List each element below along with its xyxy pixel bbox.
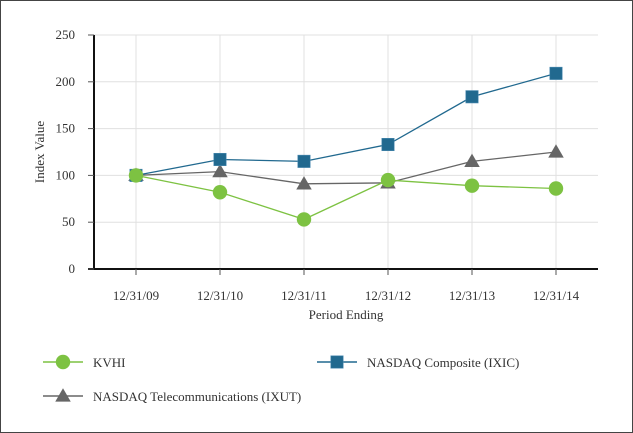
data-point xyxy=(549,66,563,80)
data-point xyxy=(212,163,228,178)
data-point xyxy=(296,176,312,190)
x-axis-ticks: 12/31/09 12/31/10 12/31/11 12/31/12 12/31/13… xyxy=(113,269,580,303)
data-point xyxy=(548,144,564,158)
y-axis-title: Index Value xyxy=(32,121,47,183)
x-axis-title: Period Ending xyxy=(309,307,384,322)
data-point xyxy=(128,168,144,183)
y-axis-ticks: 0 50 100 150 200 250 xyxy=(56,27,94,276)
legend-label: KVHI xyxy=(93,355,126,370)
axes xyxy=(88,35,598,270)
legend-label: NASDAQ Composite (IXIC) xyxy=(367,355,519,370)
legend-marker-square xyxy=(330,355,344,369)
legend-marker-triangle xyxy=(55,388,71,402)
x-tick-label: 12/31/10 xyxy=(197,288,243,303)
data-point xyxy=(548,181,564,196)
y-tick-label: 50 xyxy=(62,214,75,229)
data-point xyxy=(381,138,395,152)
y-tick-label: 100 xyxy=(56,167,76,182)
legend: KVHI NASDAQ Composite (IXIC) NASDAQ Teleco… xyxy=(43,354,519,404)
data-point xyxy=(297,154,311,168)
series-square xyxy=(129,66,563,182)
y-tick-label: 0 xyxy=(69,261,76,276)
y-tick-label: 250 xyxy=(56,27,76,42)
y-tick-label: 150 xyxy=(56,121,76,136)
data-point xyxy=(296,212,312,227)
x-tick-label: 12/31/14 xyxy=(533,288,580,303)
grid xyxy=(94,34,598,269)
x-tick-label: 12/31/09 xyxy=(113,288,159,303)
series-circle xyxy=(128,168,564,227)
legend-item: NASDAQ Telecommunications (IXUT) xyxy=(43,388,301,404)
series-line xyxy=(135,151,557,185)
legend-marker-circle xyxy=(55,354,71,370)
x-tick-label: 12/31/11 xyxy=(281,288,327,303)
data-point xyxy=(213,152,227,166)
series-layer xyxy=(128,66,564,227)
data-point xyxy=(464,178,480,193)
series-triangle xyxy=(128,144,564,190)
data-point xyxy=(380,172,396,188)
legend-item: NASDAQ Composite (IXIC) xyxy=(317,355,519,370)
data-point xyxy=(464,153,480,167)
x-tick-label: 12/31/12 xyxy=(365,288,411,303)
legend-item: KVHI xyxy=(43,354,126,370)
series-line xyxy=(135,174,557,221)
legend-label: NASDAQ Telecommunications (IXUT) xyxy=(93,389,301,404)
data-point xyxy=(212,185,228,200)
x-tick-label: 12/31/13 xyxy=(449,288,495,303)
data-point xyxy=(465,90,479,104)
y-tick-label: 200 xyxy=(56,74,76,89)
series-line xyxy=(135,72,557,177)
